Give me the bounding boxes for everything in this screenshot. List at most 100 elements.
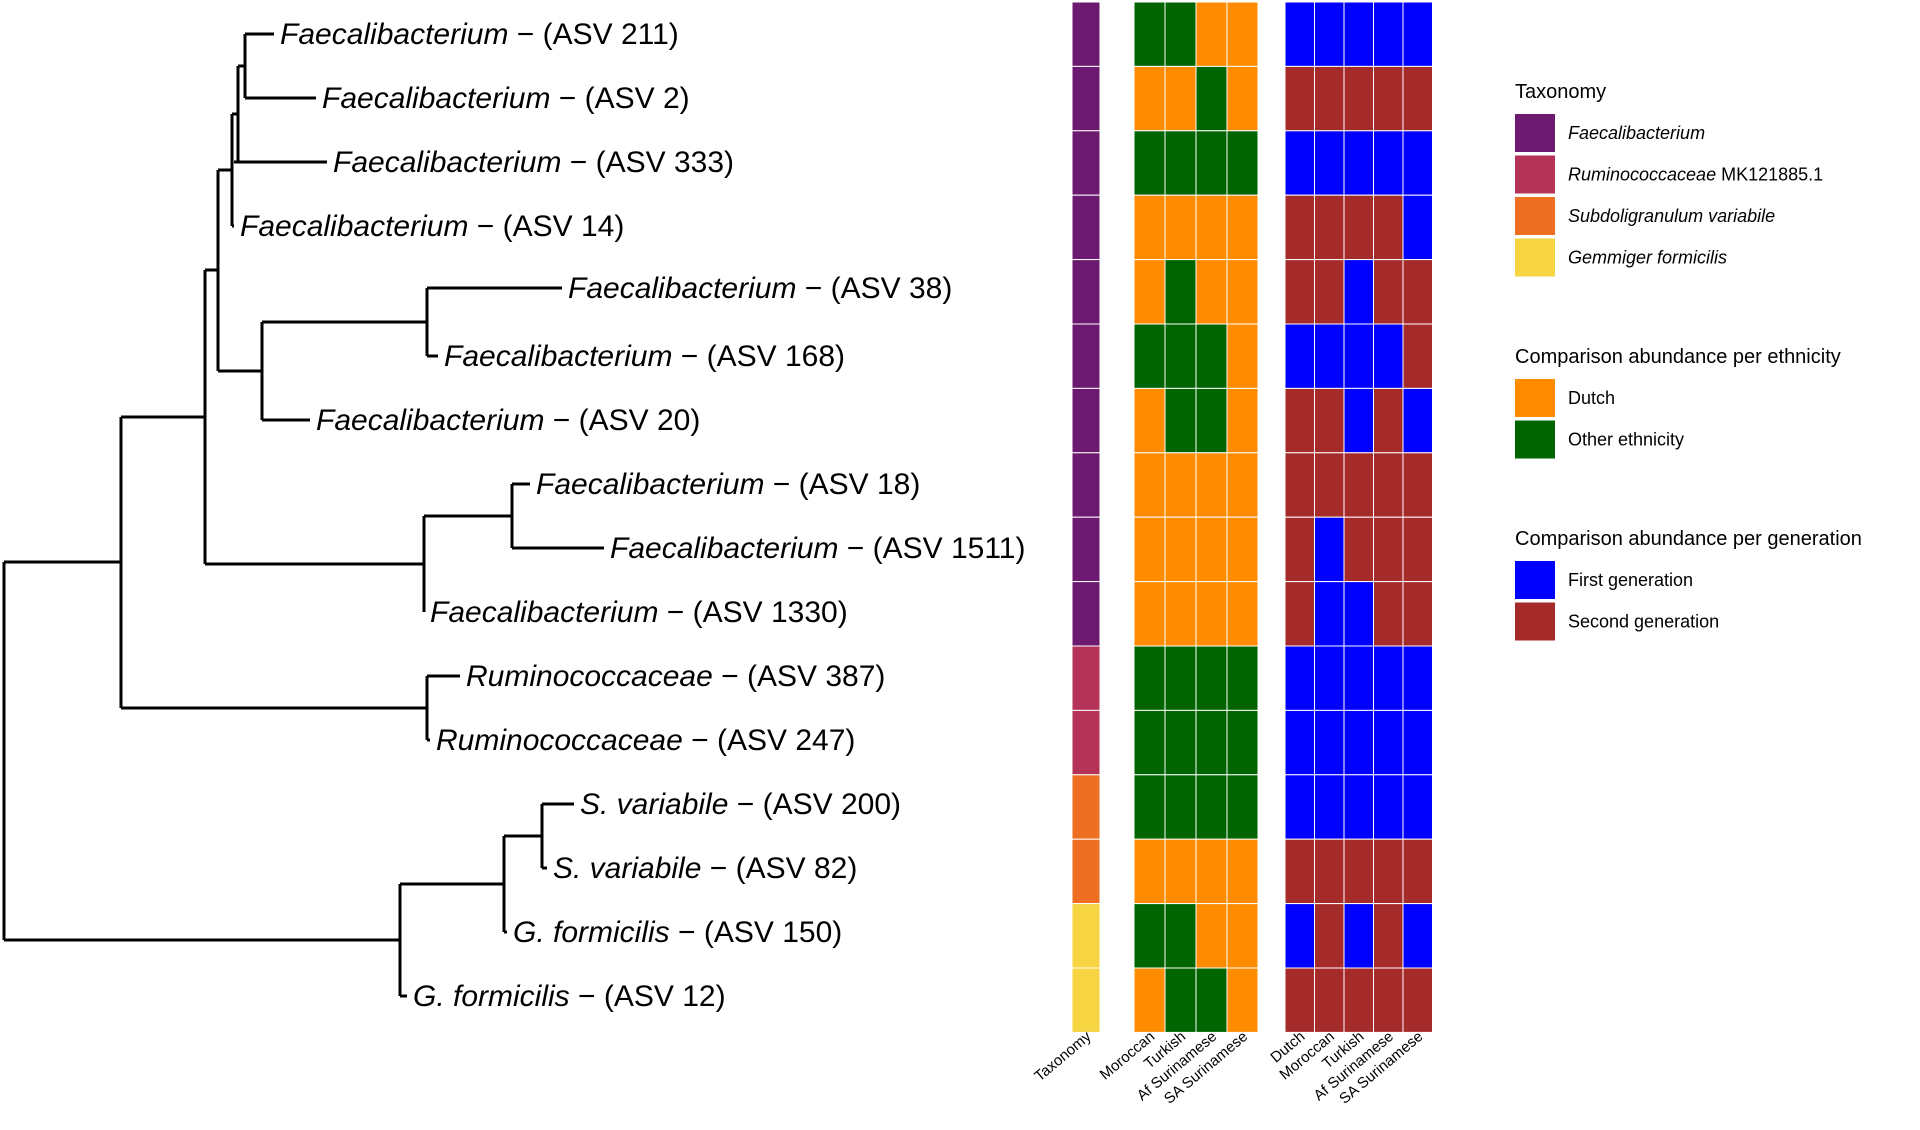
ethnicity-cell: [1226, 130, 1259, 196]
ethnicity-cell: [1226, 645, 1259, 711]
legend-label-italic: Gemmiger formicilis: [1568, 248, 1727, 268]
generation-cell: [1314, 645, 1345, 711]
generation-cell: [1402, 709, 1433, 776]
leaf-genus: S. variabile: [580, 788, 728, 821]
leaf-genus: Faecalibacterium: [240, 210, 468, 243]
ethnicity-cell: [1133, 65, 1166, 132]
ethnicity-cell: [1195, 903, 1228, 969]
generation-cell: [1284, 903, 1315, 969]
leaf-genus: Ruminococcaceae: [436, 724, 683, 757]
taxonomy-cell: [1071, 259, 1101, 325]
leaf-label: Faecalibacterium − (ASV 38): [568, 272, 952, 305]
generation-cell: [1284, 1, 1315, 67]
generation-cell: [1402, 967, 1433, 1033]
generation-cell: [1314, 774, 1345, 840]
generation-cell: [1373, 709, 1404, 776]
ethnicity-cell: [1164, 709, 1197, 776]
ethnicity-cell: [1226, 903, 1259, 969]
legend-label-italic: Ruminococcaceae: [1568, 165, 1716, 185]
legend-label-taxonomy: Faecalibacterium: [1568, 123, 1705, 143]
leaf-label: Faecalibacterium − (ASV 20): [316, 404, 700, 437]
generation-cell: [1373, 967, 1404, 1033]
generation-cell: [1314, 967, 1345, 1033]
generation-cell: [1402, 774, 1433, 840]
legend-title-generation: Comparison abundance per generation: [1515, 528, 1862, 550]
taxonomy-cell: [1071, 323, 1101, 389]
generation-cell: [1402, 65, 1433, 132]
leaf-genus: Faecalibacterium: [280, 18, 508, 51]
generation-cell: [1402, 838, 1433, 905]
ethnicity-cell: [1195, 387, 1228, 454]
generation-cell: [1284, 323, 1315, 389]
generation-cell: [1314, 387, 1345, 454]
ethnicity-cell: [1226, 774, 1259, 840]
generation-cell: [1284, 838, 1315, 905]
generation-cell: [1373, 452, 1404, 518]
leaf-genus: Faecalibacterium: [610, 532, 838, 565]
legend-title-ethnicity: Comparison abundance per ethnicity: [1515, 346, 1841, 368]
leaf-label: Faecalibacterium − (ASV 1330): [430, 596, 848, 629]
taxonomy-cell: [1071, 1, 1101, 67]
legend-swatch-generation: [1515, 602, 1555, 641]
generation-cell: [1314, 323, 1345, 389]
generation-cell: [1402, 581, 1433, 647]
generation-cell: [1284, 130, 1315, 196]
leaf-genus: Faecalibacterium: [316, 404, 544, 437]
leaf-genus: G. formicilis: [413, 980, 570, 1013]
taxonomy-cell: [1071, 65, 1101, 132]
leaf-asv: − (ASV 2): [550, 82, 689, 115]
generation-cell: [1284, 774, 1315, 840]
generation-cell: [1373, 838, 1404, 905]
leaf-asv: − (ASV 168): [672, 340, 845, 373]
ethnicity-cell: [1164, 194, 1197, 261]
ethnicity-cell: [1133, 903, 1166, 969]
leaf-label: Faecalibacterium − (ASV 18): [536, 468, 920, 501]
legend-label-plain: MK121885.1: [1716, 165, 1823, 185]
legend-swatch-generation: [1515, 561, 1555, 599]
generation-cell: [1284, 452, 1315, 518]
taxonomy-cell: [1071, 709, 1101, 776]
ethnicity-cell: [1226, 838, 1259, 905]
leaf-asv: − (ASV 1330): [658, 596, 847, 629]
generation-cell: [1284, 65, 1315, 132]
ethnicity-cell: [1226, 581, 1259, 647]
legend-swatch-taxonomy: [1515, 197, 1555, 235]
generation-cell: [1373, 130, 1404, 196]
generation-cell: [1402, 387, 1433, 454]
generation-cell: [1373, 323, 1404, 389]
generation-cell: [1343, 259, 1374, 325]
ethnicity-cell: [1164, 130, 1197, 196]
leaf-genus: Faecalibacterium: [444, 340, 672, 373]
phylogenetic-tree: [2, 32, 604, 998]
legend-label-generation: First generation: [1568, 570, 1693, 590]
ethnicity-cell: [1226, 452, 1259, 518]
generation-cell: [1373, 581, 1404, 647]
legend-label-taxonomy: Gemmiger formicilis: [1568, 248, 1727, 268]
leaf-asv: − (ASV 38): [796, 272, 952, 305]
leaf-asv: − (ASV 14): [468, 210, 624, 243]
column-label-taxonomy: Taxonomy: [1031, 1028, 1095, 1085]
generation-cell: [1284, 194, 1315, 261]
ethnicity-cell: [1195, 130, 1228, 196]
ethnicity-cell: [1195, 194, 1228, 261]
taxonomy-cell: [1071, 967, 1101, 1033]
generation-cell: [1343, 323, 1374, 389]
ethnicity-cell: [1164, 903, 1197, 969]
taxonomy-cell: [1071, 130, 1101, 196]
leaf-genus: Ruminococcaceae: [466, 660, 713, 693]
leaf-label: Faecalibacterium − (ASV 14): [240, 210, 624, 243]
generation-cell: [1373, 516, 1404, 583]
generation-cell: [1373, 903, 1404, 969]
taxonomy-cell: [1071, 387, 1101, 454]
ethnicity-cell: [1226, 387, 1259, 454]
legend-swatch-ethnicity: [1515, 379, 1555, 417]
generation-cell: [1343, 774, 1374, 840]
leaf-label: G. formicilis − (ASV 150): [513, 916, 842, 949]
leaf-genus: Faecalibacterium: [430, 596, 658, 629]
legend-swatch-ethnicity: [1515, 420, 1555, 459]
leaf-asv: − (ASV 211): [508, 18, 678, 51]
generation-cell: [1402, 903, 1433, 969]
generation-cell: [1284, 709, 1315, 776]
ethnicity-cell: [1164, 259, 1197, 325]
